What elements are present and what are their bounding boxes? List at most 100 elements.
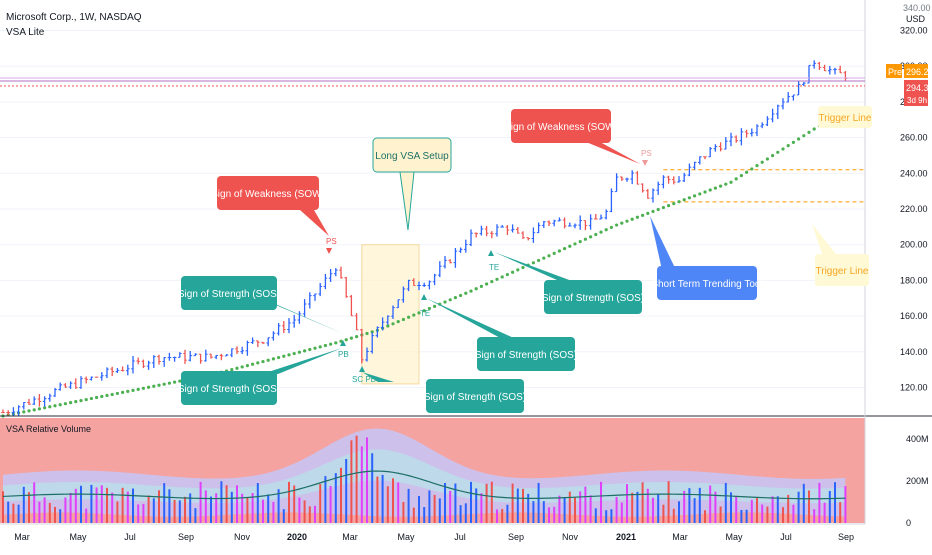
price-bar — [370, 332, 374, 354]
sos-1-callout[interactable] — [181, 276, 277, 310]
price-bar — [703, 156, 707, 160]
trend-dot — [557, 249, 562, 253]
volume-bar — [158, 490, 160, 523]
trend-dot — [521, 265, 525, 270]
price-bar — [198, 353, 203, 364]
price-bar — [152, 355, 156, 368]
trend-dot — [459, 293, 463, 298]
volume-axis[interactable]: 400M 200M 0 — [906, 434, 929, 528]
price-bar — [822, 64, 827, 72]
price-bar — [432, 273, 437, 286]
volume-bar — [189, 493, 192, 523]
price-bar — [146, 360, 151, 370]
volume-bar — [428, 490, 431, 523]
volume-bar — [537, 482, 540, 523]
price-bar — [224, 354, 229, 357]
currency-label[interactable]: USD — [906, 14, 926, 24]
sow-1-callout[interactable] — [217, 176, 319, 210]
volume-bar — [262, 499, 264, 523]
sos-3-callout[interactable] — [426, 379, 524, 413]
price-bar — [157, 354, 161, 365]
sos-4-callout[interactable] — [477, 337, 575, 371]
volume-bar — [303, 500, 306, 523]
trend-dot — [178, 379, 182, 383]
volume-bar — [480, 493, 483, 523]
price-bar — [500, 224, 504, 228]
volume-bar — [771, 496, 774, 523]
volume-bar — [704, 510, 706, 523]
trend-dot — [667, 203, 671, 208]
price-bar — [282, 321, 286, 334]
price-tick-label: 140.00 — [900, 347, 928, 357]
te-label-2: TE — [489, 263, 499, 272]
volume-bar — [210, 496, 212, 523]
volume-bar — [761, 504, 764, 523]
price-bar — [474, 232, 478, 238]
volume-bar — [142, 503, 145, 523]
trend-dot — [95, 395, 99, 400]
trend-dot — [474, 287, 478, 291]
ps-label-2: PS — [641, 149, 652, 158]
volume-bar — [111, 492, 114, 523]
volume-bar — [475, 488, 478, 523]
price-bar — [505, 225, 510, 235]
price-bar — [141, 359, 146, 369]
time-tick-label: Mar — [14, 532, 30, 542]
long-setup-callout[interactable] — [372, 137, 452, 173]
price-bar — [708, 146, 712, 158]
volume-bar — [256, 483, 259, 523]
trend-dot — [703, 190, 707, 194]
volume-bar — [542, 501, 545, 523]
sos-5-callout[interactable] — [544, 280, 642, 314]
time-tick-label: 2021 — [616, 532, 636, 542]
countdown: 3d 9h — [907, 96, 927, 105]
trend-dot — [739, 173, 744, 178]
volume-bar — [371, 453, 374, 523]
volume-bar — [412, 507, 415, 523]
price-bar — [58, 382, 62, 391]
sow-marker-1 — [326, 248, 332, 254]
volume-bar — [839, 502, 842, 523]
price-bar — [718, 142, 723, 152]
price-bar — [328, 269, 333, 283]
price-bar — [131, 356, 135, 374]
volume-bar — [459, 505, 462, 523]
price-bar — [318, 282, 322, 297]
short-term-tool-callout[interactable] — [657, 266, 757, 300]
price-bar — [573, 223, 577, 229]
trend-dot — [303, 349, 307, 353]
price-bar — [516, 226, 520, 234]
price-bar — [240, 346, 244, 355]
price-bar — [37, 394, 42, 407]
volume-bar — [797, 491, 800, 523]
sos-2-callout[interactable] — [181, 371, 277, 405]
price-bar — [136, 357, 140, 365]
volume-bar — [2, 491, 4, 523]
trend-dot — [604, 228, 608, 232]
volume-bar — [501, 508, 504, 523]
price-bar — [422, 282, 426, 287]
volume-bar — [750, 499, 753, 523]
volume-bar — [147, 495, 150, 523]
volume-bar — [485, 483, 488, 523]
price-bar — [360, 328, 364, 364]
trigger-2-callout[interactable] — [815, 254, 869, 286]
price-bar — [287, 318, 291, 334]
trend-dot — [651, 209, 655, 214]
volume-bar — [423, 507, 426, 523]
time-axis[interactable]: Mar May Jul Sep Nov 2020 Mar May Jul Sep Nov 2021 Ma… — [14, 532, 854, 542]
trend-dot — [630, 217, 634, 221]
sow-2-callout[interactable] — [511, 109, 611, 143]
trend-dot — [391, 322, 395, 326]
trigger-1-callout[interactable] — [818, 106, 872, 128]
trend-dot — [615, 223, 619, 227]
trend-dot — [563, 247, 567, 251]
trend-dot — [162, 382, 166, 386]
price-bar — [256, 340, 260, 348]
volume-bar — [80, 485, 82, 523]
price-bar — [781, 98, 785, 110]
volume-bar — [402, 501, 405, 523]
volume-bar — [397, 482, 400, 523]
